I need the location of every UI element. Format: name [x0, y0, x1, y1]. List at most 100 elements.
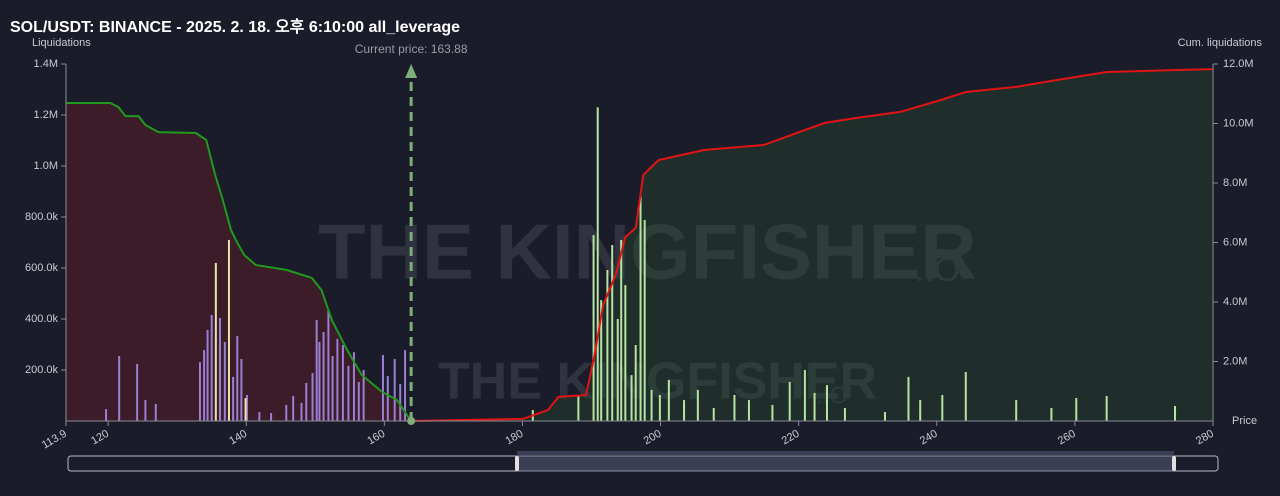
y-tick-label: 400.0k [25, 313, 59, 325]
bar [941, 394, 944, 421]
current-price-dot [407, 417, 416, 425]
y2-tick-label: 2.0M [1223, 355, 1247, 367]
slider-window[interactable] [516, 455, 1175, 472]
bar [347, 365, 350, 421]
bar [393, 359, 396, 421]
x-tick-label: 220 [780, 428, 802, 448]
bar [154, 403, 157, 421]
bar [1075, 398, 1078, 421]
bar [232, 376, 235, 421]
x-tick-label: 113.9 [40, 428, 69, 452]
y-tick-label: 1.4M [34, 58, 58, 70]
bar [771, 404, 774, 421]
y-tick-label: 1.2M [34, 109, 58, 121]
bar [292, 396, 295, 421]
bar [577, 394, 580, 421]
bar [883, 412, 886, 421]
x-tick-label: 240 [918, 428, 940, 448]
y2-tick-label: 6.0M [1223, 236, 1247, 248]
cumulative-line [411, 68, 1214, 422]
bar [331, 355, 334, 421]
bar [300, 402, 303, 421]
bar [270, 413, 273, 421]
y2-tick-label: 8.0M [1223, 177, 1247, 189]
bar [592, 235, 595, 421]
bar [223, 341, 226, 421]
x-tick-label: 260 [1056, 428, 1078, 448]
x-tick-label: 160 [365, 428, 387, 448]
bar [650, 389, 653, 421]
bar [803, 370, 806, 421]
slider-handle[interactable] [515, 456, 519, 471]
bar [658, 394, 661, 421]
bar [843, 407, 846, 421]
bar [245, 394, 248, 421]
bar [611, 245, 614, 421]
x-tick-label: 180 [504, 428, 526, 448]
bar [404, 350, 407, 421]
bar [206, 329, 209, 421]
plot: 200.0k 400.0k 600.0k 800.0k 1.0M 1.2M 1.4M 2.0M… [25, 42, 1254, 451]
x-tick-label: 120 [89, 428, 111, 448]
bar [318, 341, 321, 421]
bar [315, 320, 318, 421]
bar [244, 398, 247, 421]
y-axis-label: Liquidations [32, 37, 91, 49]
slider-handle[interactable] [1172, 456, 1176, 471]
y2-tick-label: 4.0M [1223, 296, 1247, 308]
x-tick-label: 140 [227, 428, 249, 448]
bar [386, 376, 389, 421]
slider-bar[interactable] [517, 451, 1174, 455]
range-slider[interactable] [67, 451, 1219, 472]
bar [634, 345, 637, 421]
current-price-arrow [405, 64, 418, 78]
y2-axis-label: Cum. liquidations [1178, 37, 1263, 49]
bar [285, 404, 288, 421]
bar [1050, 407, 1053, 421]
bar [600, 300, 603, 421]
bar [118, 355, 121, 421]
bar [616, 319, 619, 421]
bar [305, 383, 308, 421]
bar [240, 359, 243, 421]
bar [105, 409, 108, 421]
bar [218, 317, 221, 421]
bar [357, 381, 360, 421]
bar [712, 407, 715, 421]
bar [733, 394, 736, 421]
current-price-label: Current price: 163.88 [355, 42, 468, 56]
bar [258, 412, 261, 421]
bar [788, 381, 791, 421]
bar [747, 400, 750, 421]
bar [596, 107, 599, 421]
bar [639, 196, 642, 421]
bar [210, 314, 213, 421]
bar [1174, 405, 1177, 421]
bar [327, 310, 330, 421]
bar [136, 363, 139, 421]
watermark-suffix: .IO [915, 251, 960, 289]
bar [322, 332, 325, 421]
bar [214, 262, 217, 421]
bar [907, 376, 910, 421]
bar [643, 220, 646, 421]
bar [144, 400, 147, 421]
bar [825, 385, 828, 421]
bar [630, 375, 633, 421]
bar [624, 285, 627, 421]
x-tick-label: 280 [1194, 428, 1216, 448]
bar [1015, 400, 1018, 421]
bar [919, 400, 922, 421]
watermark: THE KINGFISHER [318, 208, 977, 296]
bar [683, 400, 686, 421]
x-axis-label: Price [1232, 415, 1257, 427]
y2-tick-label: 10.0M [1223, 117, 1254, 129]
y-tick-label: 1.0M [34, 160, 58, 172]
bar [311, 373, 314, 421]
y2-tick-label: 12.0M [1223, 58, 1254, 70]
area [66, 103, 412, 421]
bar [964, 372, 967, 421]
y-tick-label: 600.0k [25, 262, 59, 274]
bar [362, 370, 365, 421]
